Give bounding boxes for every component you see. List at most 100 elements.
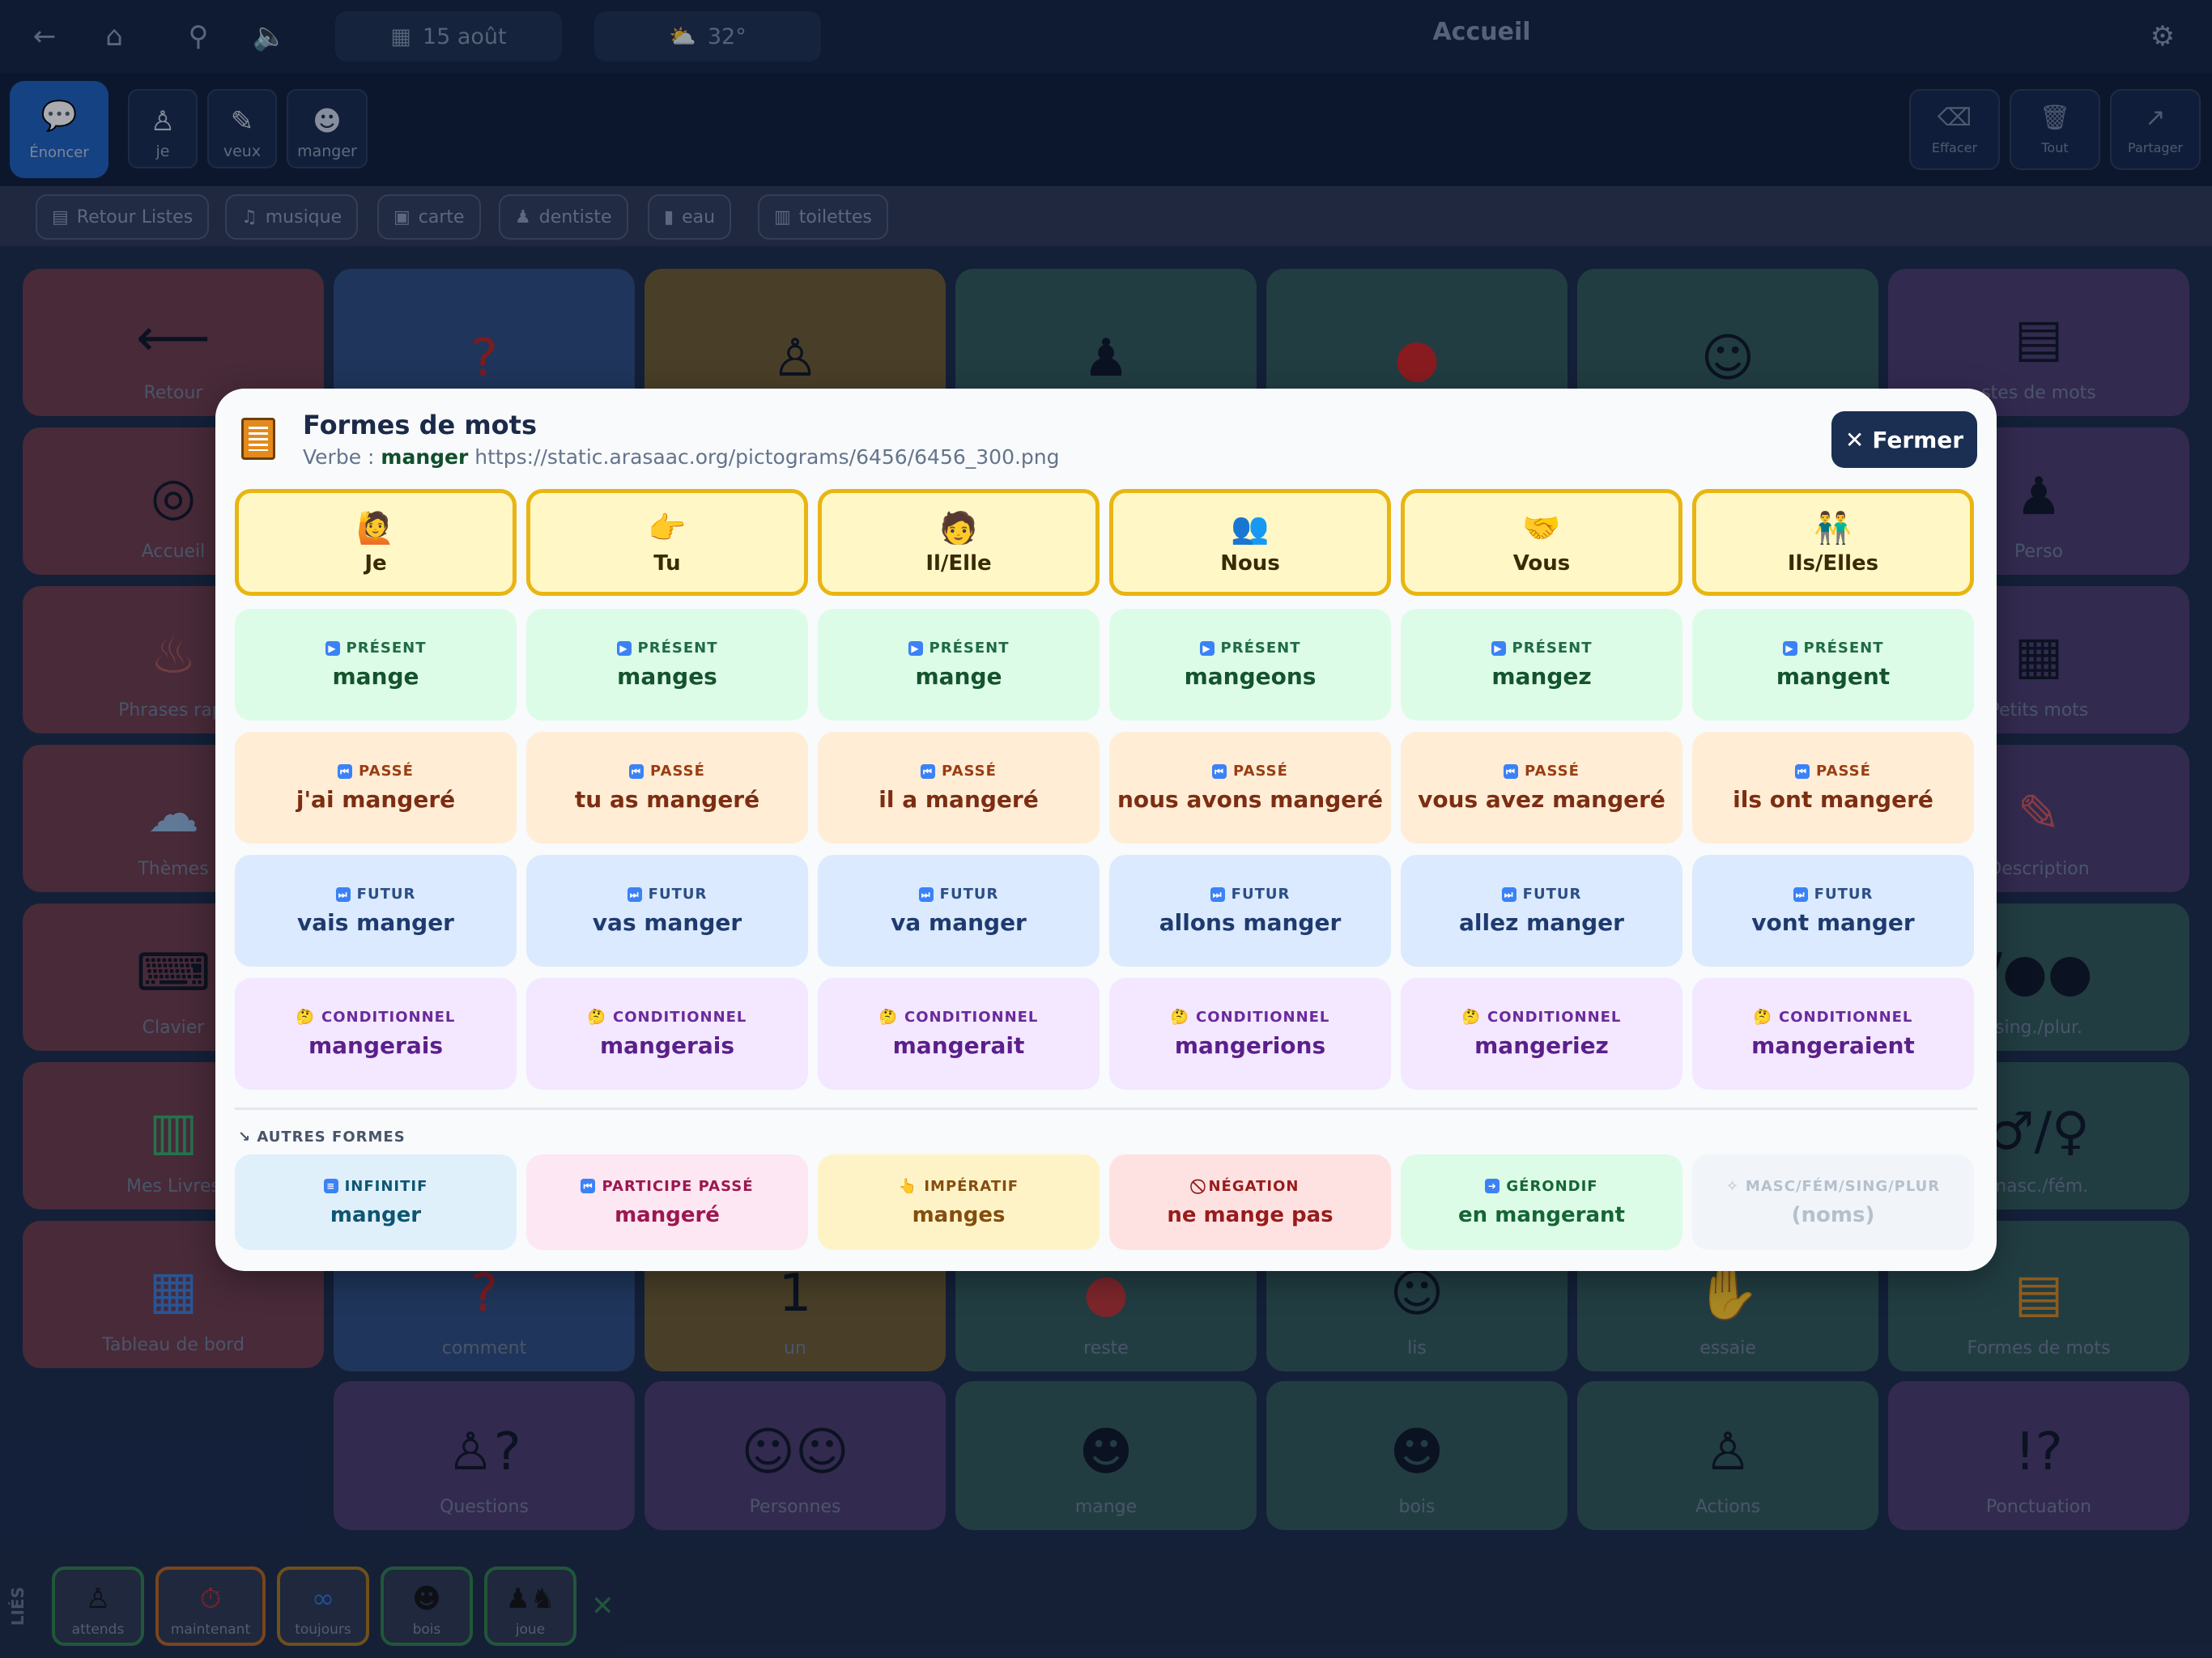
category-chip[interactable]: ▣ carte (377, 194, 481, 240)
play-icon: ▶ (325, 640, 340, 656)
category-chip[interactable]: ♫ musique (225, 194, 359, 240)
form-passe[interactable]: ⏮ PASSÉ tu as mangeré (526, 732, 808, 844)
top-bar: ← ⌂ ⚲ 🔈 ▦ 15 août ⛅ 32° Accueil ⚙ (0, 0, 2212, 73)
tense-label: ⃠ NÉGATION (1201, 1178, 1299, 1195)
book-icon: ▤ (2014, 1264, 2064, 1324)
form-futur[interactable]: ⏭ FUTUR vas manger (526, 855, 808, 967)
tense-name: INFINITIF (344, 1177, 428, 1195)
form-conditionnel[interactable]: 🤔 CONDITIONNEL mangerais (526, 978, 808, 1090)
pronoun-il-elle[interactable]: 🧑 Il/Elle (818, 489, 1100, 596)
form-futur[interactable]: ⏭ FUTUR allons manger (1109, 855, 1391, 967)
infinity-icon: ∞ (311, 1583, 335, 1615)
tile-questions[interactable]: ♙? Questions (334, 1381, 635, 1530)
form-passe[interactable]: ⏮ PASSÉ vous avez mangeré (1401, 732, 1682, 844)
form-value: ils ont mangeré (1733, 786, 1933, 813)
pronoun-label: Ils/Elles (1787, 551, 1879, 576)
two-people-icon: 👬 (1814, 509, 1853, 546)
pronoun-nous[interactable]: 👥 Nous (1109, 489, 1391, 596)
word-label: manger (297, 142, 357, 160)
linked-word[interactable]: ♙ attends (52, 1567, 144, 1646)
clear-button[interactable]: ⌫ Effacer (1909, 89, 2000, 170)
form-value: en mangerant (1458, 1202, 1625, 1227)
form-futur[interactable]: ⏭ FUTUR vais manger (235, 855, 517, 967)
form-passe[interactable]: ⏮ PASSÉ ils ont mangeré (1692, 732, 1974, 844)
pronoun-vous[interactable]: 🤝 Vous (1401, 489, 1682, 596)
form-futur[interactable]: ⏭ FUTUR va manger (818, 855, 1100, 967)
form-passe[interactable]: ⏮ PASSÉ il a mangeré (818, 732, 1100, 844)
form-passe[interactable]: ⏮ PASSÉ j'ai mangeré (235, 732, 517, 844)
form-imperatif[interactable]: 👆 IMPÉRATIF manges (818, 1154, 1100, 1250)
tense-name: PRÉSENT (1512, 640, 1593, 657)
tile-label: Clavier (142, 1018, 205, 1038)
tile-label: Description (1988, 859, 2090, 879)
form-participe-passe[interactable]: ⏮ PARTICIPE PASSÉ mangeré (526, 1154, 808, 1250)
form-present[interactable]: ▶ PRÉSENT mangez (1401, 609, 1682, 721)
linked-word[interactable]: ☻ bois (381, 1567, 473, 1646)
question-hand-icon: ? (470, 329, 498, 389)
form-conditionnel[interactable]: 🤔 CONDITIONNEL mangerait (818, 978, 1100, 1090)
form-present[interactable]: ▶ PRÉSENT manges (526, 609, 808, 721)
pronoun-tu[interactable]: 👉 Tu (526, 489, 808, 596)
linked-word[interactable]: ♟♞ joue (484, 1567, 576, 1646)
tile-bois[interactable]: ☻ bois (1266, 1381, 1568, 1530)
category-label: toilettes (798, 206, 872, 227)
form-futur[interactable]: ⏭ FUTUR vont manger (1692, 855, 1974, 967)
close-button[interactable]: ✕ Fermer (1831, 411, 1977, 468)
fast-forward-icon: ⏭ (1501, 886, 1516, 902)
tile-actions[interactable]: ♙ Actions (1577, 1381, 1878, 1530)
tense-label: 🤔 CONDITIONNEL (1171, 1009, 1330, 1026)
category-chip[interactable]: ▥ toilettes (758, 194, 888, 240)
form-conditionnel[interactable]: 🤔 CONDITIONNEL mangerions (1109, 978, 1391, 1090)
close-linked-icon[interactable]: ✕ (591, 1590, 615, 1622)
form-value: mangeriez (1474, 1032, 1609, 1059)
tile-personnes[interactable]: ☺☺ Personnes (644, 1381, 946, 1530)
play-icon: ▶ (1782, 640, 1797, 656)
form-conditionnel[interactable]: 🤔 CONDITIONNEL mangeriez (1401, 978, 1682, 1090)
pronoun-ils-elles[interactable]: 👬 Ils/Elles (1692, 489, 1974, 596)
tile-label: reste (1083, 1338, 1129, 1358)
share-button[interactable]: ↗ Partager (2110, 89, 2201, 170)
form-conditionnel[interactable]: 🤔 CONDITIONNEL mangerais (235, 978, 517, 1090)
tile-formes[interactable]: ▤ Formes de mots (1888, 1221, 2189, 1371)
search-icon[interactable]: ⚲ (188, 20, 209, 53)
form-present[interactable]: ▶ PRÉSENT mange (818, 609, 1100, 721)
category-chip[interactable]: ▮ eau (648, 194, 732, 240)
gear-icon[interactable]: ⚙ (2150, 20, 2176, 53)
tense-label: ▶ PRÉSENT (1199, 640, 1301, 657)
form-gerondif[interactable]: ➜ GÉRONDIF en mangerant (1401, 1154, 1682, 1250)
form-value: nous avons mangeré (1117, 786, 1384, 813)
form-value: mangerions (1174, 1032, 1326, 1059)
share-label: Partager (2128, 140, 2183, 155)
linked-word[interactable]: ∞ toujours (277, 1567, 369, 1646)
sentence-word[interactable]: ☻ manger (287, 89, 368, 168)
category-chip[interactable]: ♟ dentiste (499, 194, 628, 240)
form-value: allez manger (1459, 909, 1624, 936)
form-negation[interactable]: ⃠ NÉGATION ne mange pas (1109, 1154, 1391, 1250)
form-conditionnel[interactable]: 🤔 CONDITIONNEL mangeraient (1692, 978, 1974, 1090)
tense-label: ⏭ FUTUR (627, 886, 708, 903)
sentence-word[interactable]: ✎ veux (207, 89, 277, 168)
form-present[interactable]: ▶ PRÉSENT mange (235, 609, 517, 721)
clear-all-button[interactable]: 🗑 Tout (2010, 89, 2100, 170)
modal-title: Formes de mots (303, 410, 537, 440)
pronoun-je[interactable]: 🙋 Je (235, 489, 517, 596)
linked-word[interactable]: ⏱ maintenant (155, 1567, 266, 1646)
category-chip[interactable]: ▤ Retour Listes (36, 194, 210, 240)
handshake-icon: 🤝 (1522, 509, 1561, 546)
form-futur[interactable]: ⏭ FUTUR allez manger (1401, 855, 1682, 967)
rewind-icon: ⏮ (338, 763, 353, 779)
temperature-text: 32° (707, 23, 747, 49)
form-passe[interactable]: ⏮ PASSÉ nous avons mangeré (1109, 732, 1391, 844)
back-arrow-icon[interactable]: ← (32, 20, 57, 53)
sentence-word[interactable]: ♙ je (128, 89, 198, 168)
rewind-icon: ⏮ (1795, 763, 1810, 779)
form-present[interactable]: ▶ PRÉSENT mangeons (1109, 609, 1391, 721)
tile-mange[interactable]: ☻ mange (955, 1381, 1257, 1530)
speaker-icon[interactable]: 🔈 (252, 20, 287, 53)
home-icon[interactable]: ⌂ (105, 20, 123, 53)
tile-ponctuation[interactable]: !? Ponctuation (1888, 1381, 2189, 1530)
speak-button[interactable]: 💬 Énoncer (10, 81, 108, 178)
form-infinitif[interactable]: ≡ INFINITIF manger (235, 1154, 517, 1250)
form-present[interactable]: ▶ PRÉSENT mangent (1692, 609, 1974, 721)
tile-label: Ponctuation (1985, 1497, 2092, 1517)
